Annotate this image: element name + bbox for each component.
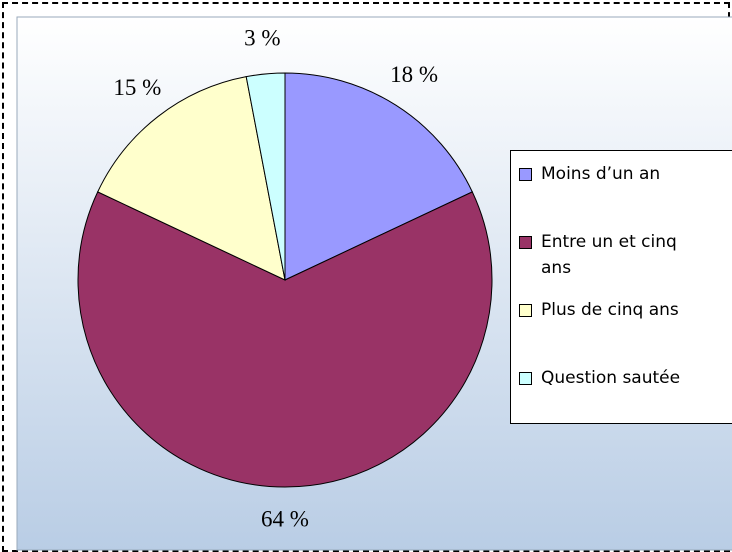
- legend-label: Moins d’un an: [541, 164, 661, 184]
- pie-slice: [97, 76, 286, 281]
- legend-swatch: [519, 372, 532, 385]
- data-label: 15 %: [113, 75, 161, 100]
- legend: Moins d’un an Entre un et cinq ans Plus de…: [510, 150, 732, 424]
- legend-swatch: [519, 236, 532, 249]
- legend-swatch: [519, 304, 532, 317]
- legend-label: Question sautée: [541, 368, 681, 388]
- data-label: 18 %: [390, 62, 438, 87]
- pie-slice: [284, 72, 473, 281]
- legend-swatch: [519, 168, 532, 181]
- pie-slice: [77, 191, 493, 488]
- data-label: 64 %: [261, 506, 309, 531]
- data-label: 3 %: [244, 25, 280, 50]
- legend-label: Plus de cinq ans: [541, 300, 679, 320]
- legend-label: Entre un et cinq ans: [541, 232, 677, 278]
- pie-slice: [245, 72, 286, 281]
